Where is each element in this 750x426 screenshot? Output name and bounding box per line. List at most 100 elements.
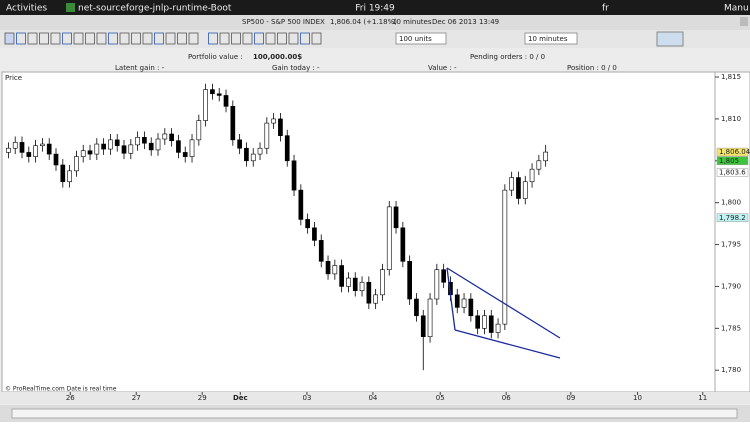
- candle-body: [128, 144, 134, 154]
- candle-body: [454, 294, 460, 308]
- x-tick-label: 27: [132, 394, 141, 402]
- close-button[interactable]: [740, 17, 748, 26]
- candle-body: [386, 206, 392, 270]
- tool-icon[interactable]: [219, 32, 230, 45]
- candle-body: [332, 265, 338, 275]
- candle-body: [142, 137, 147, 144]
- tool-icon[interactable]: [188, 32, 199, 45]
- tool-icon[interactable]: [154, 32, 164, 45]
- tool-icon[interactable]: [50, 32, 61, 45]
- price-tag-label: 1,806.04: [719, 148, 750, 156]
- tool-icon[interactable]: [96, 32, 107, 45]
- timestamp: Dec 06 2013 13:49: [432, 18, 499, 26]
- tool-icon[interactable]: [73, 32, 84, 45]
- candle-body: [427, 298, 433, 338]
- user[interactable]: Manu: [724, 4, 749, 14]
- x-axis-strip: [0, 392, 750, 404]
- x-tick-label: 29: [198, 394, 207, 402]
- candle-body: [80, 150, 86, 157]
- activities[interactable]: Activities: [6, 4, 47, 14]
- tool-icon[interactable]: [62, 32, 72, 45]
- tool-icon[interactable]: [277, 32, 287, 45]
- units-select[interactable]: [395, 32, 447, 45]
- tool-icon[interactable]: [39, 32, 49, 45]
- trend-line: [446, 267, 561, 339]
- candle-body: [318, 240, 324, 262]
- y-tick-label: 1,780: [721, 366, 741, 374]
- tool-icon[interactable]: [131, 32, 141, 45]
- tool-icon[interactable]: [300, 32, 310, 45]
- panel-label: Price: [5, 74, 22, 82]
- tool-icon[interactable]: [119, 32, 130, 45]
- units: 100 units: [399, 35, 432, 43]
- tool-icon[interactable]: [4, 32, 15, 45]
- candle-body: [19, 142, 25, 153]
- candle-body: [67, 170, 72, 183]
- candle-body: [223, 95, 229, 107]
- gain-today: Gain today : -: [272, 64, 320, 72]
- tool-icon[interactable]: [108, 32, 118, 45]
- y-tick-label: 1,815: [721, 73, 741, 81]
- tool-icon[interactable]: [177, 32, 187, 45]
- tool-icon[interactable]: [27, 32, 38, 45]
- candle-body: [60, 164, 66, 183]
- candle-body: [46, 143, 52, 155]
- candle-body: [482, 315, 487, 329]
- candle-body: [40, 143, 45, 147]
- tool-icon[interactable]: [85, 32, 95, 45]
- tool-icon[interactable]: [288, 32, 299, 45]
- portfolio-label: Portfolio value :: [188, 53, 243, 61]
- clock[interactable]: Fri 19:49: [355, 4, 395, 14]
- title-bar: [0, 15, 750, 30]
- tool-icon[interactable]: [265, 32, 276, 45]
- candle-body: [264, 122, 270, 149]
- interval-select[interactable]: [524, 32, 578, 45]
- x-tick-label: Dec: [233, 394, 248, 402]
- candle-body: [74, 156, 79, 172]
- candle-body: [216, 93, 222, 96]
- tool-icon[interactable]: [254, 32, 264, 45]
- candle-body: [393, 206, 399, 229]
- candle-body: [529, 168, 535, 183]
- tool-icon[interactable]: [231, 32, 241, 45]
- candle-body: [488, 315, 494, 333]
- candle-body: [278, 118, 283, 136]
- tool-icon[interactable]: [242, 32, 253, 45]
- candle-body: [495, 323, 501, 333]
- scroll-thumb[interactable]: [11, 408, 738, 419]
- candle-body: [33, 145, 38, 157]
- app-name[interactable]: net-sourceforge-jnlp-runtime-Boot: [78, 4, 232, 14]
- y-tick-label: 1,800: [721, 199, 741, 207]
- y-tick-label: 1,795: [721, 241, 741, 249]
- price-tag-label: 1,805: [719, 157, 739, 165]
- chart-button[interactable]: [656, 31, 684, 47]
- candle-body: [468, 298, 474, 317]
- candle-body: [210, 89, 215, 95]
- language[interactable]: fr: [602, 4, 609, 14]
- candle-body: [271, 118, 276, 124]
- candle-body: [176, 140, 181, 153]
- candle-body: [53, 153, 59, 166]
- candle-body: [461, 298, 467, 308]
- candle-body: [237, 139, 242, 149]
- tool-icon[interactable]: [311, 32, 322, 45]
- candle-body: [325, 261, 331, 275]
- tool-icon[interactable]: [142, 32, 153, 45]
- candle-body: [305, 219, 310, 229]
- candle-body: [434, 269, 440, 300]
- candle-body: [250, 153, 256, 162]
- candle-body: [189, 139, 195, 157]
- x-tick-label: 09: [566, 394, 575, 402]
- period: 10 minutes: [392, 18, 432, 26]
- pending-orders: Pending orders : 0 / 0: [470, 53, 545, 61]
- candle-body: [516, 177, 521, 199]
- trend-line: [454, 329, 561, 359]
- candle-body: [155, 138, 161, 151]
- interval: 10 minutes: [528, 35, 568, 43]
- candle-body: [6, 147, 11, 153]
- x-tick-label: 11: [698, 394, 707, 402]
- tool-icon[interactable]: [16, 32, 26, 45]
- candle-body: [182, 152, 188, 157]
- tool-icon[interactable]: [208, 32, 218, 45]
- tool-icon[interactable]: [165, 32, 176, 45]
